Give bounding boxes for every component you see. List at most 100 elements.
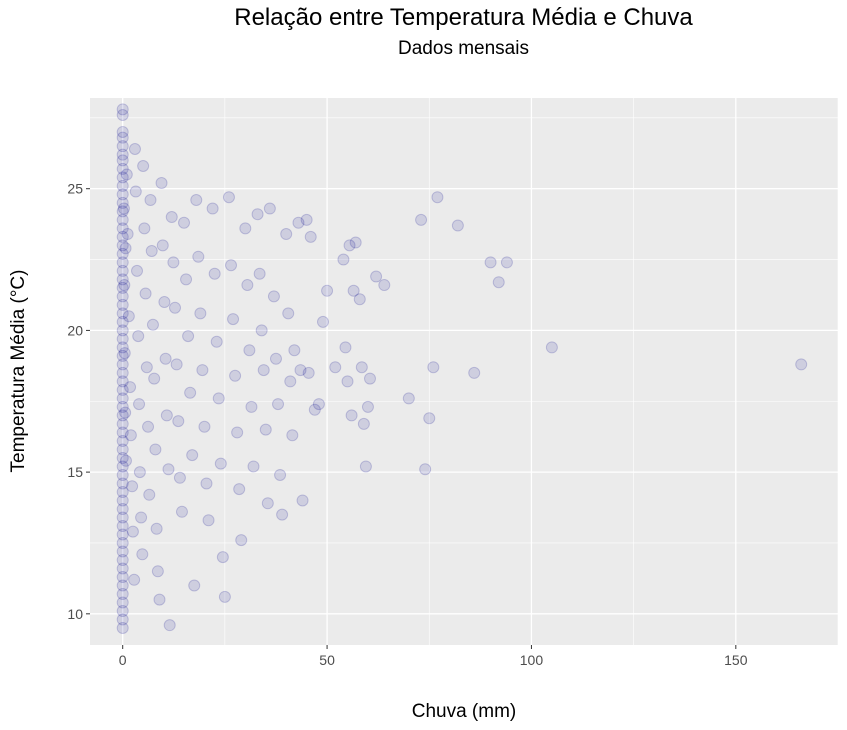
data-point: [116, 298, 129, 311]
data-point: [129, 185, 142, 198]
data-point: [116, 545, 129, 558]
data-point: [116, 205, 129, 218]
data-point: [116, 162, 129, 175]
data-point: [116, 451, 129, 464]
data-point: [225, 259, 238, 272]
y-axis-title: Temperatura Média (°C): [8, 270, 29, 473]
data-point: [116, 358, 129, 371]
data-point: [124, 381, 137, 394]
data-point: [116, 148, 129, 161]
data-point: [116, 366, 129, 379]
y-tick-label: 20: [67, 322, 83, 338]
data-point: [116, 126, 129, 139]
data-point: [116, 443, 129, 456]
major-gridlines: [90, 98, 838, 645]
data-point: [116, 426, 129, 439]
data-point: [136, 548, 149, 561]
data-point: [308, 403, 321, 416]
data-point: [162, 463, 175, 476]
data-point: [153, 593, 166, 606]
data-point: [146, 318, 159, 331]
data-point: [222, 191, 235, 204]
x-tick-label: 0: [119, 652, 127, 668]
y-tick-label: 15: [67, 464, 83, 480]
data-point: [155, 177, 168, 190]
data-point: [253, 267, 266, 280]
data-point: [192, 250, 205, 263]
data-point: [116, 613, 129, 626]
data-point: [116, 587, 129, 600]
data-point: [257, 364, 270, 377]
data-points: [116, 103, 808, 634]
data-point: [210, 335, 223, 348]
data-point: [255, 324, 268, 337]
data-point: [370, 270, 383, 283]
data-point: [216, 551, 229, 564]
data-point: [145, 245, 158, 258]
data-point: [423, 412, 436, 425]
data-point: [120, 168, 133, 181]
data-point: [116, 256, 129, 269]
data-point: [172, 415, 185, 428]
data-point: [243, 344, 256, 357]
data-point: [116, 332, 129, 345]
data-point: [341, 375, 354, 388]
data-point: [163, 619, 176, 632]
y-tick-label: 25: [67, 181, 83, 197]
data-point: [343, 239, 356, 252]
data-point: [173, 471, 186, 484]
data-point: [182, 330, 195, 343]
data-point: [355, 361, 368, 374]
data-point: [468, 366, 481, 379]
data-point: [116, 247, 129, 260]
data-point: [241, 279, 254, 292]
data-point: [357, 417, 370, 430]
data-point: [116, 383, 129, 396]
x-tick-label: 50: [319, 652, 335, 668]
data-point: [116, 596, 129, 609]
data-point: [116, 604, 129, 617]
data-point: [139, 287, 152, 300]
data-point: [116, 392, 129, 405]
data-point: [149, 443, 162, 456]
data-point: [144, 194, 157, 207]
data-point: [165, 211, 178, 224]
data-point: [200, 477, 213, 490]
data-point: [419, 463, 432, 476]
data-point: [117, 202, 130, 215]
data-point: [159, 352, 172, 365]
data-point: [359, 460, 372, 473]
data-point: [218, 590, 231, 603]
data-point: [116, 213, 129, 226]
data-point: [198, 420, 211, 433]
data-point: [116, 171, 129, 184]
data-point: [116, 222, 129, 235]
data-point: [116, 468, 129, 481]
data-point: [196, 364, 209, 377]
data-point: [133, 466, 146, 479]
data-point: [121, 228, 134, 241]
data-point: [233, 483, 246, 496]
data-point: [302, 366, 315, 379]
data-point: [484, 256, 497, 269]
data-point: [132, 330, 145, 343]
data-point: [156, 239, 169, 252]
data-point: [116, 140, 129, 153]
data-point: [261, 497, 274, 510]
data-point: [118, 279, 131, 292]
data-point: [180, 273, 193, 286]
data-point: [286, 429, 299, 442]
data-point: [175, 505, 188, 518]
data-point: [245, 400, 258, 413]
chart-title: Relação entre Temperatura Média e Chuva: [234, 4, 693, 31]
data-point: [116, 315, 129, 328]
data-point: [133, 398, 146, 411]
data-point: [347, 284, 360, 297]
data-point: [194, 307, 207, 320]
data-point: [190, 194, 203, 207]
data-point: [137, 160, 150, 173]
x-axis-title: Chuva (mm): [412, 701, 517, 722]
data-point: [186, 449, 199, 462]
data-point: [142, 420, 155, 433]
data-point: [251, 208, 264, 221]
